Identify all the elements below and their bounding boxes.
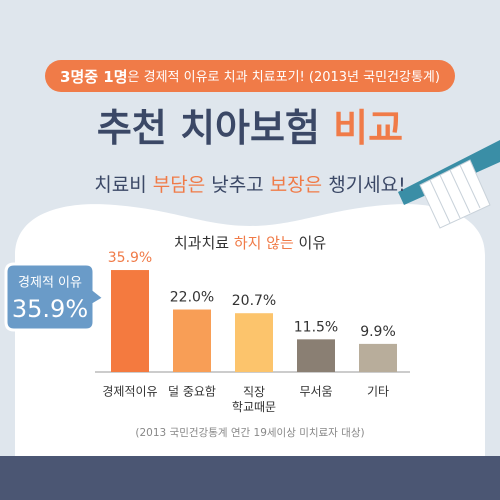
title: 추천 치아보험 비교 [97,106,403,150]
value-label: 22.0% [170,290,214,306]
text-segment: 은 경제적 이유로 치과 치료포기! (2013년 국민건강통계) [128,70,440,85]
text-segment: 챙기세요! [322,174,406,196]
callout-value: 35.9% [12,295,88,323]
bar [297,339,335,372]
value-label: 35.9% [108,250,152,266]
toothbrush [398,140,500,229]
text-segment: 이유 [294,234,327,252]
text-segment: 치과치료 [174,234,234,252]
value-label: 9.9% [360,324,396,340]
text-segment: 비교 [333,106,403,150]
callout-label: 경제적 이유 [18,276,82,291]
x-tick-label: 덜 중요함 [168,385,216,399]
bar [173,309,211,372]
text-segment: 3명중 1명 [60,68,128,86]
text-segment: 보장은 [270,174,322,196]
text-segment: 치료비 [94,174,152,196]
x-tick-label: 기타 [367,385,389,399]
callout: 경제적 이유 35.9% [4,262,107,332]
banner: 3명중 1명은 경제적 이유로 치과 치료포기! (2013년 국민건강통계) [60,68,440,86]
text-segment: 낮추고 [205,174,270,196]
bar [359,343,397,372]
banner-pill [45,60,455,92]
bottom-strip [0,456,500,500]
footnote: (2013 국민건강통계 연간 19세이상 미치료자 대상) [135,427,364,439]
text-segment: 추천 치아보험 [97,106,333,150]
subtitle: 치료비 부담은 낮추고 보장은 챙기세요! [94,174,406,196]
x-tick-label: 경제적이유 [102,385,157,399]
text-segment: 부담은 [153,174,205,196]
value-label: 20.7% [232,293,276,309]
bar [235,313,273,372]
chart-title: 치과치료 하지 않는 이유 [174,234,327,252]
x-tick-label: 무서움 [299,385,332,399]
bar [111,270,149,372]
value-label: 11.5% [294,319,338,335]
x-tick-label: 직장 학교때문 [232,385,276,414]
text-segment: 하지 않는 [234,234,294,252]
